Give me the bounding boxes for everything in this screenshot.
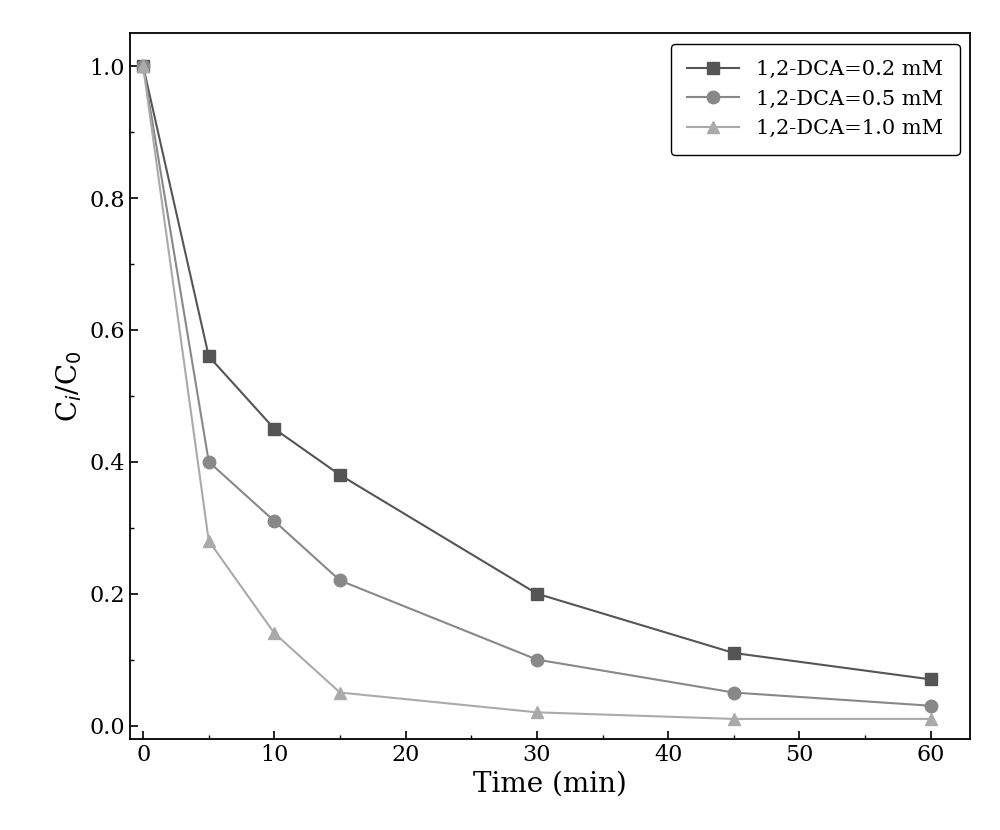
1,2-DCA=0.5 mM	[203, 457, 215, 466]
1,2-DCA=0.5 mM	[137, 61, 149, 71]
1,2-DCA=1.0 mM	[531, 707, 543, 717]
1,2-DCA=1.0 mM	[203, 536, 215, 546]
1,2-DCA=1.0 mM	[268, 628, 280, 638]
1,2-DCA=0.2 mM	[334, 470, 346, 480]
1,2-DCA=0.2 mM	[728, 648, 740, 658]
1,2-DCA=1.0 mM	[137, 61, 149, 71]
Line: 1,2-DCA=0.5 mM: 1,2-DCA=0.5 mM	[137, 60, 937, 712]
X-axis label: Time (min): Time (min)	[473, 771, 627, 798]
1,2-DCA=0.5 mM	[531, 655, 543, 665]
1,2-DCA=0.5 mM	[268, 516, 280, 526]
1,2-DCA=1.0 mM	[925, 714, 937, 724]
Y-axis label: C$_i$/C$_0$: C$_i$/C$_0$	[54, 350, 84, 422]
1,2-DCA=0.2 mM	[137, 61, 149, 71]
1,2-DCA=1.0 mM	[334, 687, 346, 697]
1,2-DCA=1.0 mM	[728, 714, 740, 724]
1,2-DCA=0.5 mM	[334, 575, 346, 585]
Line: 1,2-DCA=1.0 mM: 1,2-DCA=1.0 mM	[137, 60, 937, 725]
1,2-DCA=0.2 mM	[531, 588, 543, 598]
1,2-DCA=0.2 mM	[268, 424, 280, 434]
1,2-DCA=0.2 mM	[203, 351, 215, 361]
Line: 1,2-DCA=0.2 mM: 1,2-DCA=0.2 mM	[137, 60, 937, 686]
Legend: 1,2-DCA=0.2 mM, 1,2-DCA=0.5 mM, 1,2-DCA=1.0 mM: 1,2-DCA=0.2 mM, 1,2-DCA=0.5 mM, 1,2-DCA=…	[671, 44, 960, 154]
1,2-DCA=0.2 mM	[925, 675, 937, 685]
1,2-DCA=0.5 mM	[925, 701, 937, 710]
1,2-DCA=0.5 mM	[728, 687, 740, 697]
